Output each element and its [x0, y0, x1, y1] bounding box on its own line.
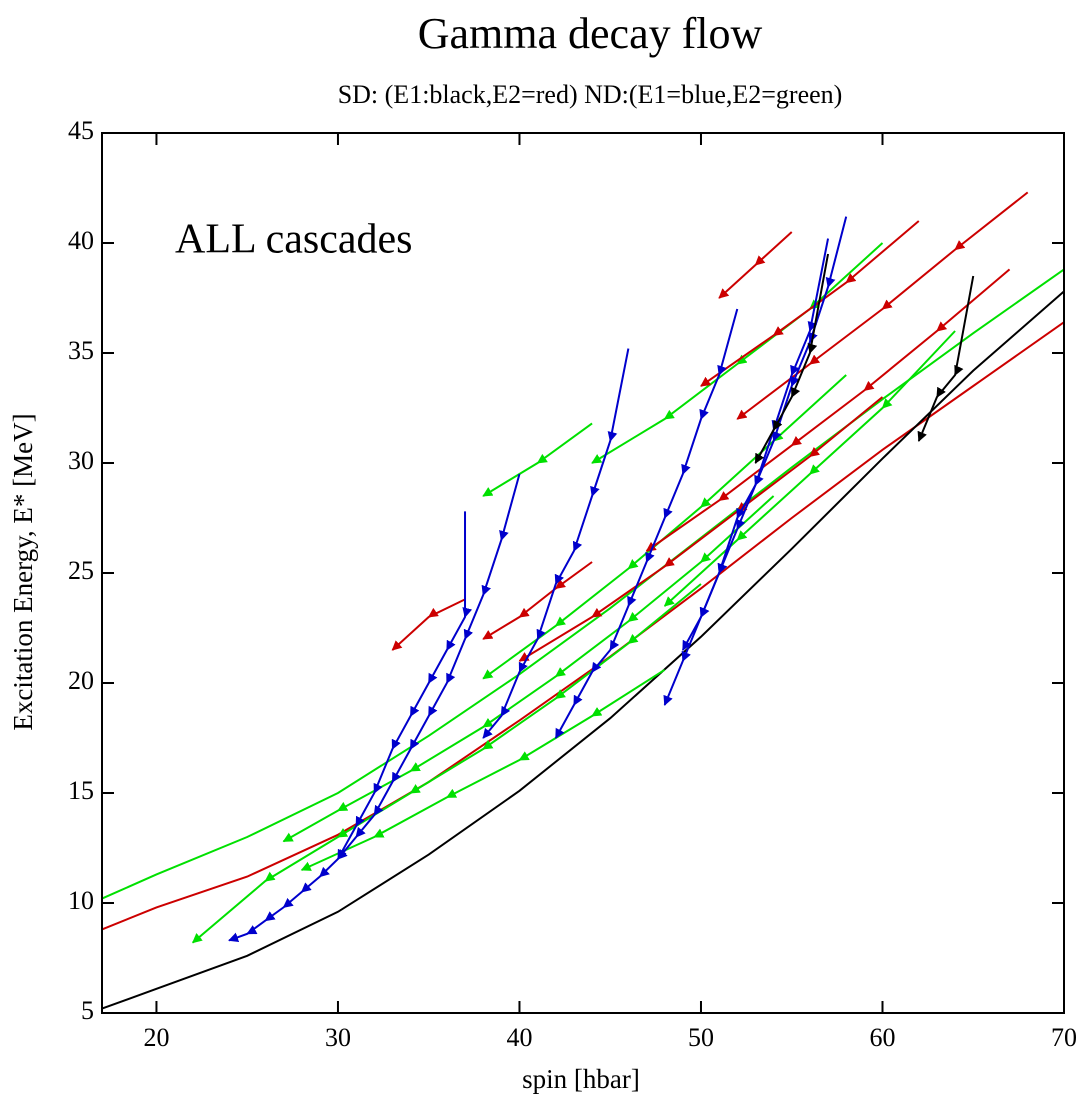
cascade-line — [101, 268, 1065, 900]
cascade-line — [482, 348, 630, 739]
cascade-line — [663, 238, 830, 706]
x-tick-label: 50 — [688, 1023, 714, 1052]
cascade-line — [591, 242, 884, 464]
y-tick-label: 5 — [81, 996, 94, 1025]
y-tick-label: 40 — [68, 226, 94, 255]
cascade-line — [754, 253, 830, 464]
x-tick-label: 20 — [143, 1023, 169, 1052]
plot-frame — [101, 132, 1065, 1014]
cascade-line — [736, 191, 1029, 420]
cascade-line — [718, 231, 793, 299]
y-tick-label: 30 — [68, 446, 94, 475]
x-tick-label: 30 — [325, 1023, 351, 1052]
cascade-line — [228, 473, 521, 943]
cascade-line — [681, 216, 848, 651]
plot-area — [101, 191, 1065, 1010]
annotation: ALL cascades — [175, 217, 412, 263]
y-tick-label: 15 — [68, 776, 94, 805]
cascade-line — [700, 220, 920, 387]
x-tick-label: 60 — [869, 1023, 895, 1052]
y-tick-label: 45 — [68, 116, 94, 145]
cascade-line — [482, 374, 847, 680]
cascade-line — [663, 330, 956, 607]
cascade-line — [482, 422, 593, 497]
y-tick-label: 20 — [68, 666, 94, 695]
chart-subtitle: SD: (E1:black,E2=red) ND:(E1=blue,E2=gre… — [338, 80, 843, 109]
x-tick-label: 40 — [506, 1023, 532, 1052]
cascade-line — [101, 290, 1065, 1010]
y-tick-label: 35 — [68, 336, 94, 365]
cascade-line — [645, 268, 1011, 552]
y-tick-label: 25 — [68, 556, 94, 585]
x-axis-label: spin [hbar] — [522, 1064, 640, 1094]
x-tick-label: 70 — [1051, 1023, 1077, 1052]
cascade-line — [917, 275, 975, 442]
cascade-line — [391, 598, 466, 651]
cascade-line — [191, 583, 702, 944]
y-axis-label: Excitation Energy, E* [MeV] — [8, 413, 38, 730]
chart-title: Gamma decay flow — [418, 9, 763, 58]
y-tick-label: 10 — [68, 886, 94, 915]
